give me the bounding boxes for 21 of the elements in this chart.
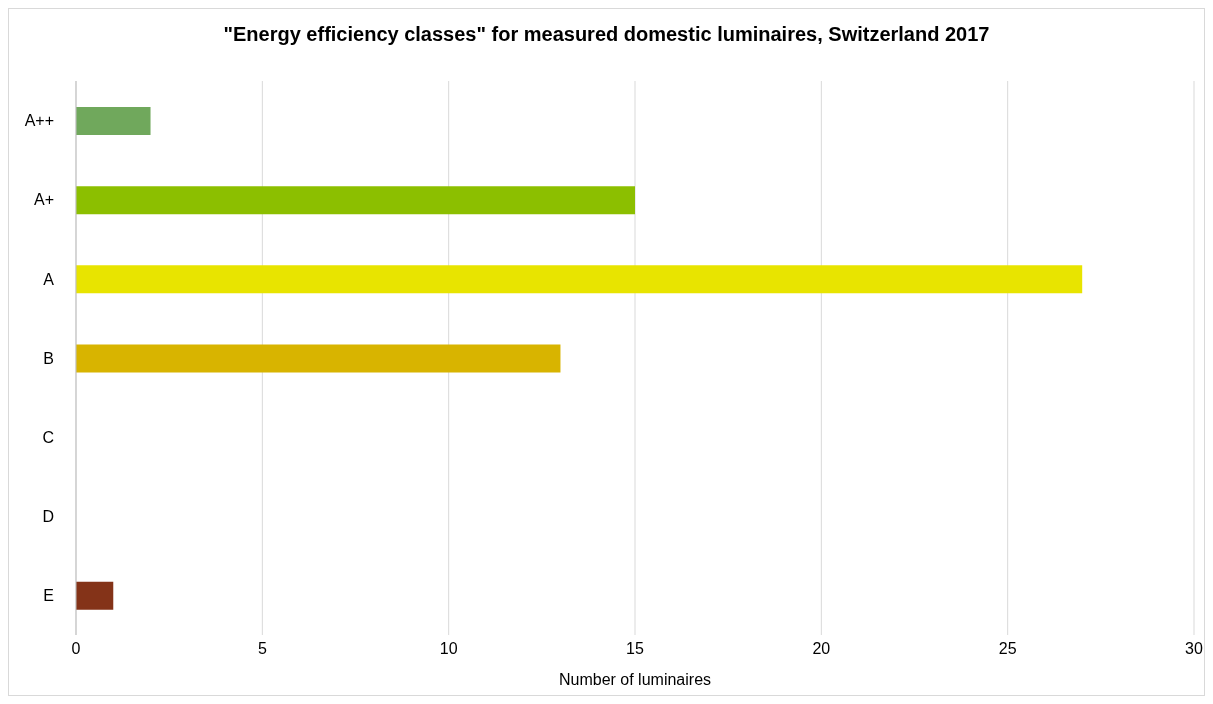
y-tick-label: A+ bbox=[33, 191, 54, 209]
x-axis-title: Number of luminaires bbox=[558, 671, 712, 688]
y-tick-label: A++ bbox=[24, 112, 54, 130]
x-tick-label: 15 bbox=[626, 640, 644, 658]
bar bbox=[76, 581, 114, 610]
y-tick-label: B bbox=[43, 349, 54, 367]
y-tick-label: A bbox=[43, 270, 55, 288]
x-tick-label: 10 bbox=[439, 640, 458, 658]
bar bbox=[76, 186, 635, 215]
bar bbox=[76, 265, 1083, 294]
x-tick-label: 30 bbox=[1185, 640, 1203, 658]
bar bbox=[76, 344, 561, 373]
x-tick-label: 0 bbox=[71, 640, 81, 658]
bar bbox=[76, 107, 151, 135]
chart-title: "Energy efficiency classes" for measured domestic luminaires, Switzerland 2017 bbox=[222, 22, 991, 47]
x-tick-label: 5 bbox=[257, 640, 267, 658]
y-tick-label: C bbox=[42, 428, 54, 446]
x-tick-label: 20 bbox=[812, 640, 831, 658]
x-tick-label: 25 bbox=[998, 640, 1017, 658]
y-tick-label: E bbox=[43, 587, 54, 605]
y-tick-label: D bbox=[42, 507, 54, 525]
